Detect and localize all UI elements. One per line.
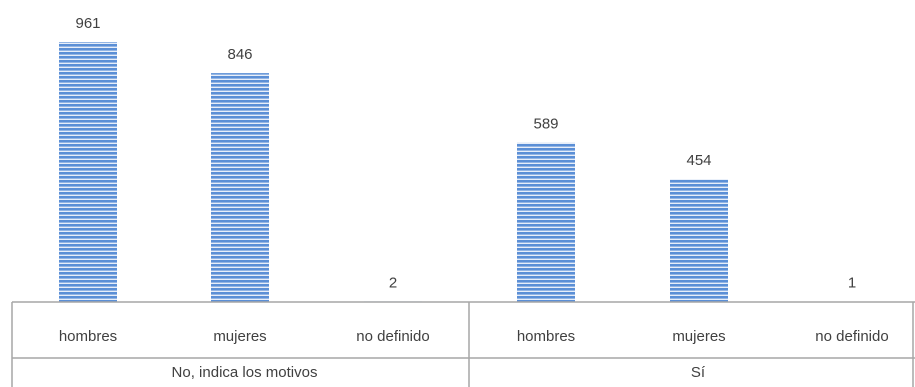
data-label-0-2: 2 bbox=[389, 274, 397, 291]
bar-1-0 bbox=[517, 142, 575, 302]
category-label-1-1: mujeres bbox=[672, 328, 725, 345]
group-label-1: Sí bbox=[691, 364, 706, 381]
labels-layer: 961 hombres 846 mujeres 2 no definido No, indi… bbox=[59, 15, 889, 381]
category-label-0-2: no definido bbox=[356, 328, 429, 345]
data-label-1-0: 589 bbox=[533, 116, 558, 133]
category-label-1-0: hombres bbox=[517, 328, 575, 345]
data-label-0-0: 961 bbox=[75, 15, 100, 32]
category-label-0-0: hombres bbox=[59, 328, 117, 345]
bar-0-1 bbox=[211, 73, 269, 302]
data-label-1-2: 1 bbox=[848, 275, 856, 292]
bar-0-0 bbox=[59, 42, 117, 302]
bar-1-1 bbox=[670, 179, 728, 302]
bars-layer bbox=[59, 42, 881, 302]
category-label-0-1: mujeres bbox=[213, 328, 266, 345]
axes-layer bbox=[11, 301, 915, 387]
group-label-0: No, indica los motivos bbox=[172, 364, 318, 381]
data-label-0-1: 846 bbox=[227, 46, 252, 63]
category-label-1-2: no definido bbox=[815, 328, 888, 345]
data-label-1-1: 454 bbox=[686, 152, 711, 169]
